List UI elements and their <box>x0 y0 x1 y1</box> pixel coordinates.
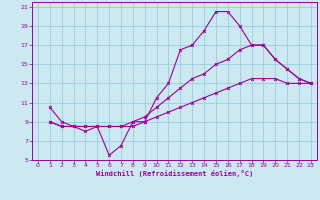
X-axis label: Windchill (Refroidissement éolien,°C): Windchill (Refroidissement éolien,°C) <box>96 170 253 177</box>
